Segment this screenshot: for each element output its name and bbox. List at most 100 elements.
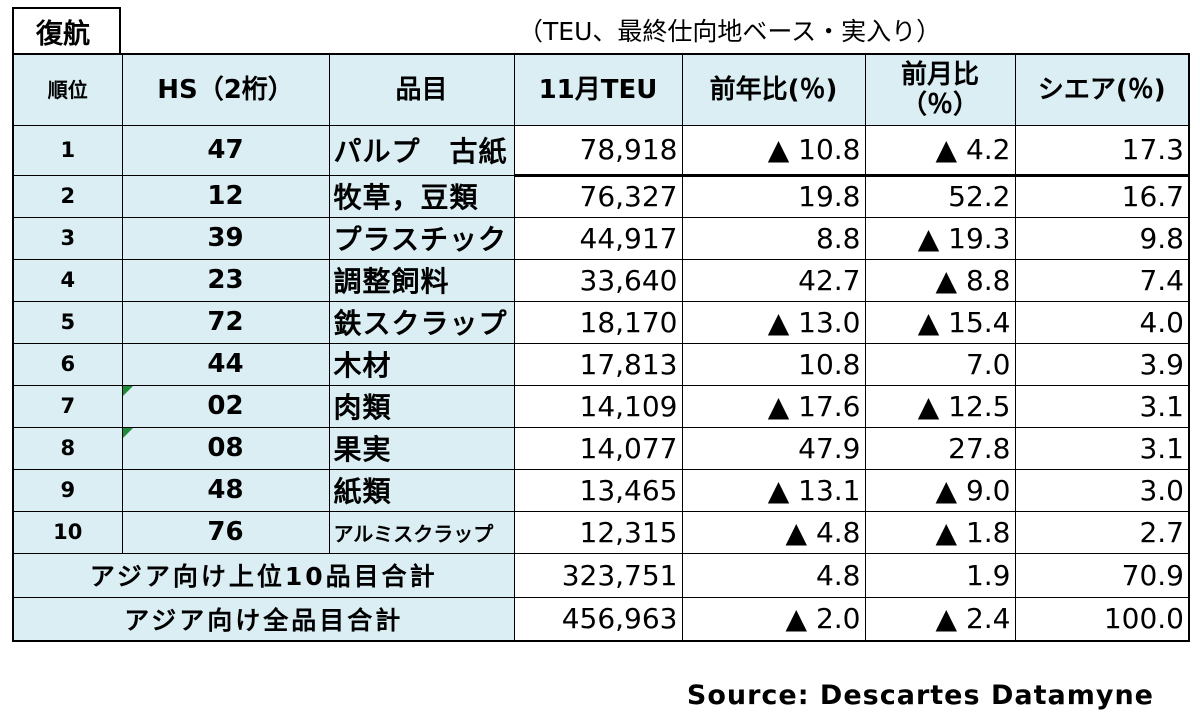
yoy-cell: 42.7 [681, 258, 866, 302]
table-row: 3 39 プラスチック 44,917 8.8 ▲ 19.3 9.8 [12, 216, 1190, 260]
table-row: 2 12 牧草，豆類 76,327 19.8 52.2 16.7 [12, 174, 1190, 218]
total-row-all: アジア向け全品目合計 456,963 ▲ 2.0 ▲ 2.4 100.0 [12, 596, 1190, 642]
mom-cell: ▲ 2.4 [864, 596, 1016, 642]
mom-cell: 52.2 [864, 174, 1016, 218]
header-mom: 前月比 （％） [864, 53, 1016, 126]
rank-cell: 8 [12, 426, 123, 470]
hs-cell: 72 [121, 300, 330, 344]
header-yoy: 前年比(％) [681, 53, 866, 126]
ranking-table: 順位 HS（2桁） 品目 11月TEU 前年比(％) 前月比 （％） シエア(％… [12, 53, 1190, 642]
hs-cell: 12 [121, 174, 330, 218]
header-item: 品目 [328, 53, 515, 126]
table-row: 10 76 アルミスクラップ 12,315 ▲ 4.8 ▲ 1.8 2.7 [12, 510, 1190, 554]
table-row: 9 48 紙類 13,465 ▲ 13.1 ▲ 9.0 3.0 [12, 468, 1190, 512]
yoy-cell: 19.8 [681, 174, 866, 218]
rank-cell: 7 [12, 384, 123, 428]
mom-cell: ▲ 4.2 [864, 124, 1016, 177]
direction-tag: 復航 [12, 7, 121, 53]
item-cell: 木材 [328, 342, 515, 386]
yoy-cell: ▲ 10.8 [681, 124, 866, 177]
item-cell: 紙類 [328, 468, 515, 512]
mom-cell: ▲ 12.5 [864, 384, 1016, 428]
yoy-cell: ▲ 13.1 [681, 468, 866, 512]
yoy-cell: ▲ 17.6 [681, 384, 866, 428]
item-cell: アルミスクラップ [328, 510, 515, 554]
header-mom-line2: （％） [900, 89, 979, 120]
item-cell: プラスチック [328, 216, 515, 260]
rank-cell: 6 [12, 342, 123, 386]
hs-cell: 02 [121, 384, 330, 428]
share-cell: 3.1 [1014, 426, 1190, 470]
teu-cell: 33,640 [513, 258, 683, 302]
source-credit: Source: Descartes Datamyne [686, 680, 1154, 711]
mom-cell: ▲ 9.0 [864, 468, 1016, 512]
table-row: 5 72 鉄スクラップ 18,170 ▲ 13.0 ▲ 15.4 4.0 [12, 300, 1190, 344]
rank-cell: 2 [12, 174, 123, 218]
header-hs: HS（2桁） [121, 53, 330, 126]
header-row: 順位 HS（2桁） 品目 11月TEU 前年比(％) 前月比 （％） シエア(％… [12, 53, 1190, 126]
rank-cell: 3 [12, 216, 123, 260]
teu-cell: 13,465 [513, 468, 683, 512]
hs-cell: 47 [121, 124, 330, 176]
yoy-cell: ▲ 13.0 [681, 300, 866, 344]
header-teu: 11月TEU [513, 53, 683, 126]
share-cell: 17.3 [1014, 124, 1190, 177]
teu-cell: 78,918 [513, 124, 683, 177]
total-label: アジア向け上位10品目合計 [12, 552, 515, 598]
total-label: アジア向け全品目合計 [12, 596, 515, 642]
mom-cell: ▲ 8.8 [864, 258, 1016, 302]
item-cell: 牧草，豆類 [328, 174, 515, 218]
share-cell: 70.9 [1014, 552, 1190, 598]
rank-cell: 5 [12, 300, 123, 344]
teu-cell: 456,963 [513, 596, 683, 642]
hs-cell: 76 [121, 510, 330, 554]
share-cell: 2.7 [1014, 510, 1190, 554]
rank-cell: 9 [12, 468, 123, 512]
rank-cell: 1 [12, 124, 123, 176]
header-mom-line1: 前月比 [900, 59, 979, 90]
teu-cell: 17,813 [513, 342, 683, 386]
yoy-cell: 47.9 [681, 426, 866, 470]
teu-cell: 14,077 [513, 426, 683, 470]
teu-cell: 44,917 [513, 216, 683, 260]
teu-cell: 323,751 [513, 552, 683, 598]
share-cell: 7.4 [1014, 258, 1190, 302]
yoy-cell: 10.8 [681, 342, 866, 386]
mom-cell: 7.0 [864, 342, 1016, 386]
share-cell: 16.7 [1014, 174, 1190, 218]
mom-cell: ▲ 15.4 [864, 300, 1016, 344]
teu-cell: 12,315 [513, 510, 683, 554]
yoy-cell: ▲ 4.8 [681, 510, 866, 554]
rank-cell: 10 [12, 510, 123, 554]
table-row: 8 08 果実 14,077 47.9 27.8 3.1 [12, 426, 1190, 470]
item-cell: パルプ 古紙 [328, 124, 515, 176]
item-cell: 調整飼料 [328, 258, 515, 302]
table-row: 7 02 肉類 14,109 ▲ 17.6 ▲ 12.5 3.1 [12, 384, 1190, 428]
share-cell: 3.0 [1014, 468, 1190, 512]
yoy-cell: ▲ 2.0 [681, 596, 866, 642]
share-cell: 9.8 [1014, 216, 1190, 260]
table-row: 4 23 調整飼料 33,640 42.7 ▲ 8.8 7.4 [12, 258, 1190, 302]
share-cell: 100.0 [1014, 596, 1190, 642]
teu-cell: 14,109 [513, 384, 683, 428]
header-share: シエア(％) [1014, 53, 1190, 126]
hs-cell: 48 [121, 468, 330, 512]
table-row: 6 44 木材 17,813 10.8 7.0 3.9 [12, 342, 1190, 386]
total-row-top10: アジア向け上位10品目合計 323,751 4.8 1.9 70.9 [12, 552, 1190, 598]
hs-cell: 08 [121, 426, 330, 470]
hs-cell: 39 [121, 216, 330, 260]
yoy-cell: 4.8 [681, 552, 866, 598]
item-cell: 肉類 [328, 384, 515, 428]
item-cell: 鉄スクラップ [328, 300, 515, 344]
share-cell: 3.1 [1014, 384, 1190, 428]
header-rank: 順位 [12, 53, 123, 126]
mom-cell: 27.8 [864, 426, 1016, 470]
mom-cell: ▲ 1.8 [864, 510, 1016, 554]
item-cell: 果実 [328, 426, 515, 470]
share-cell: 4.0 [1014, 300, 1190, 344]
teu-cell: 76,327 [513, 174, 683, 218]
share-cell: 3.9 [1014, 342, 1190, 386]
hs-cell: 23 [121, 258, 330, 302]
mom-cell: ▲ 19.3 [864, 216, 1016, 260]
hs-cell: 44 [121, 342, 330, 386]
